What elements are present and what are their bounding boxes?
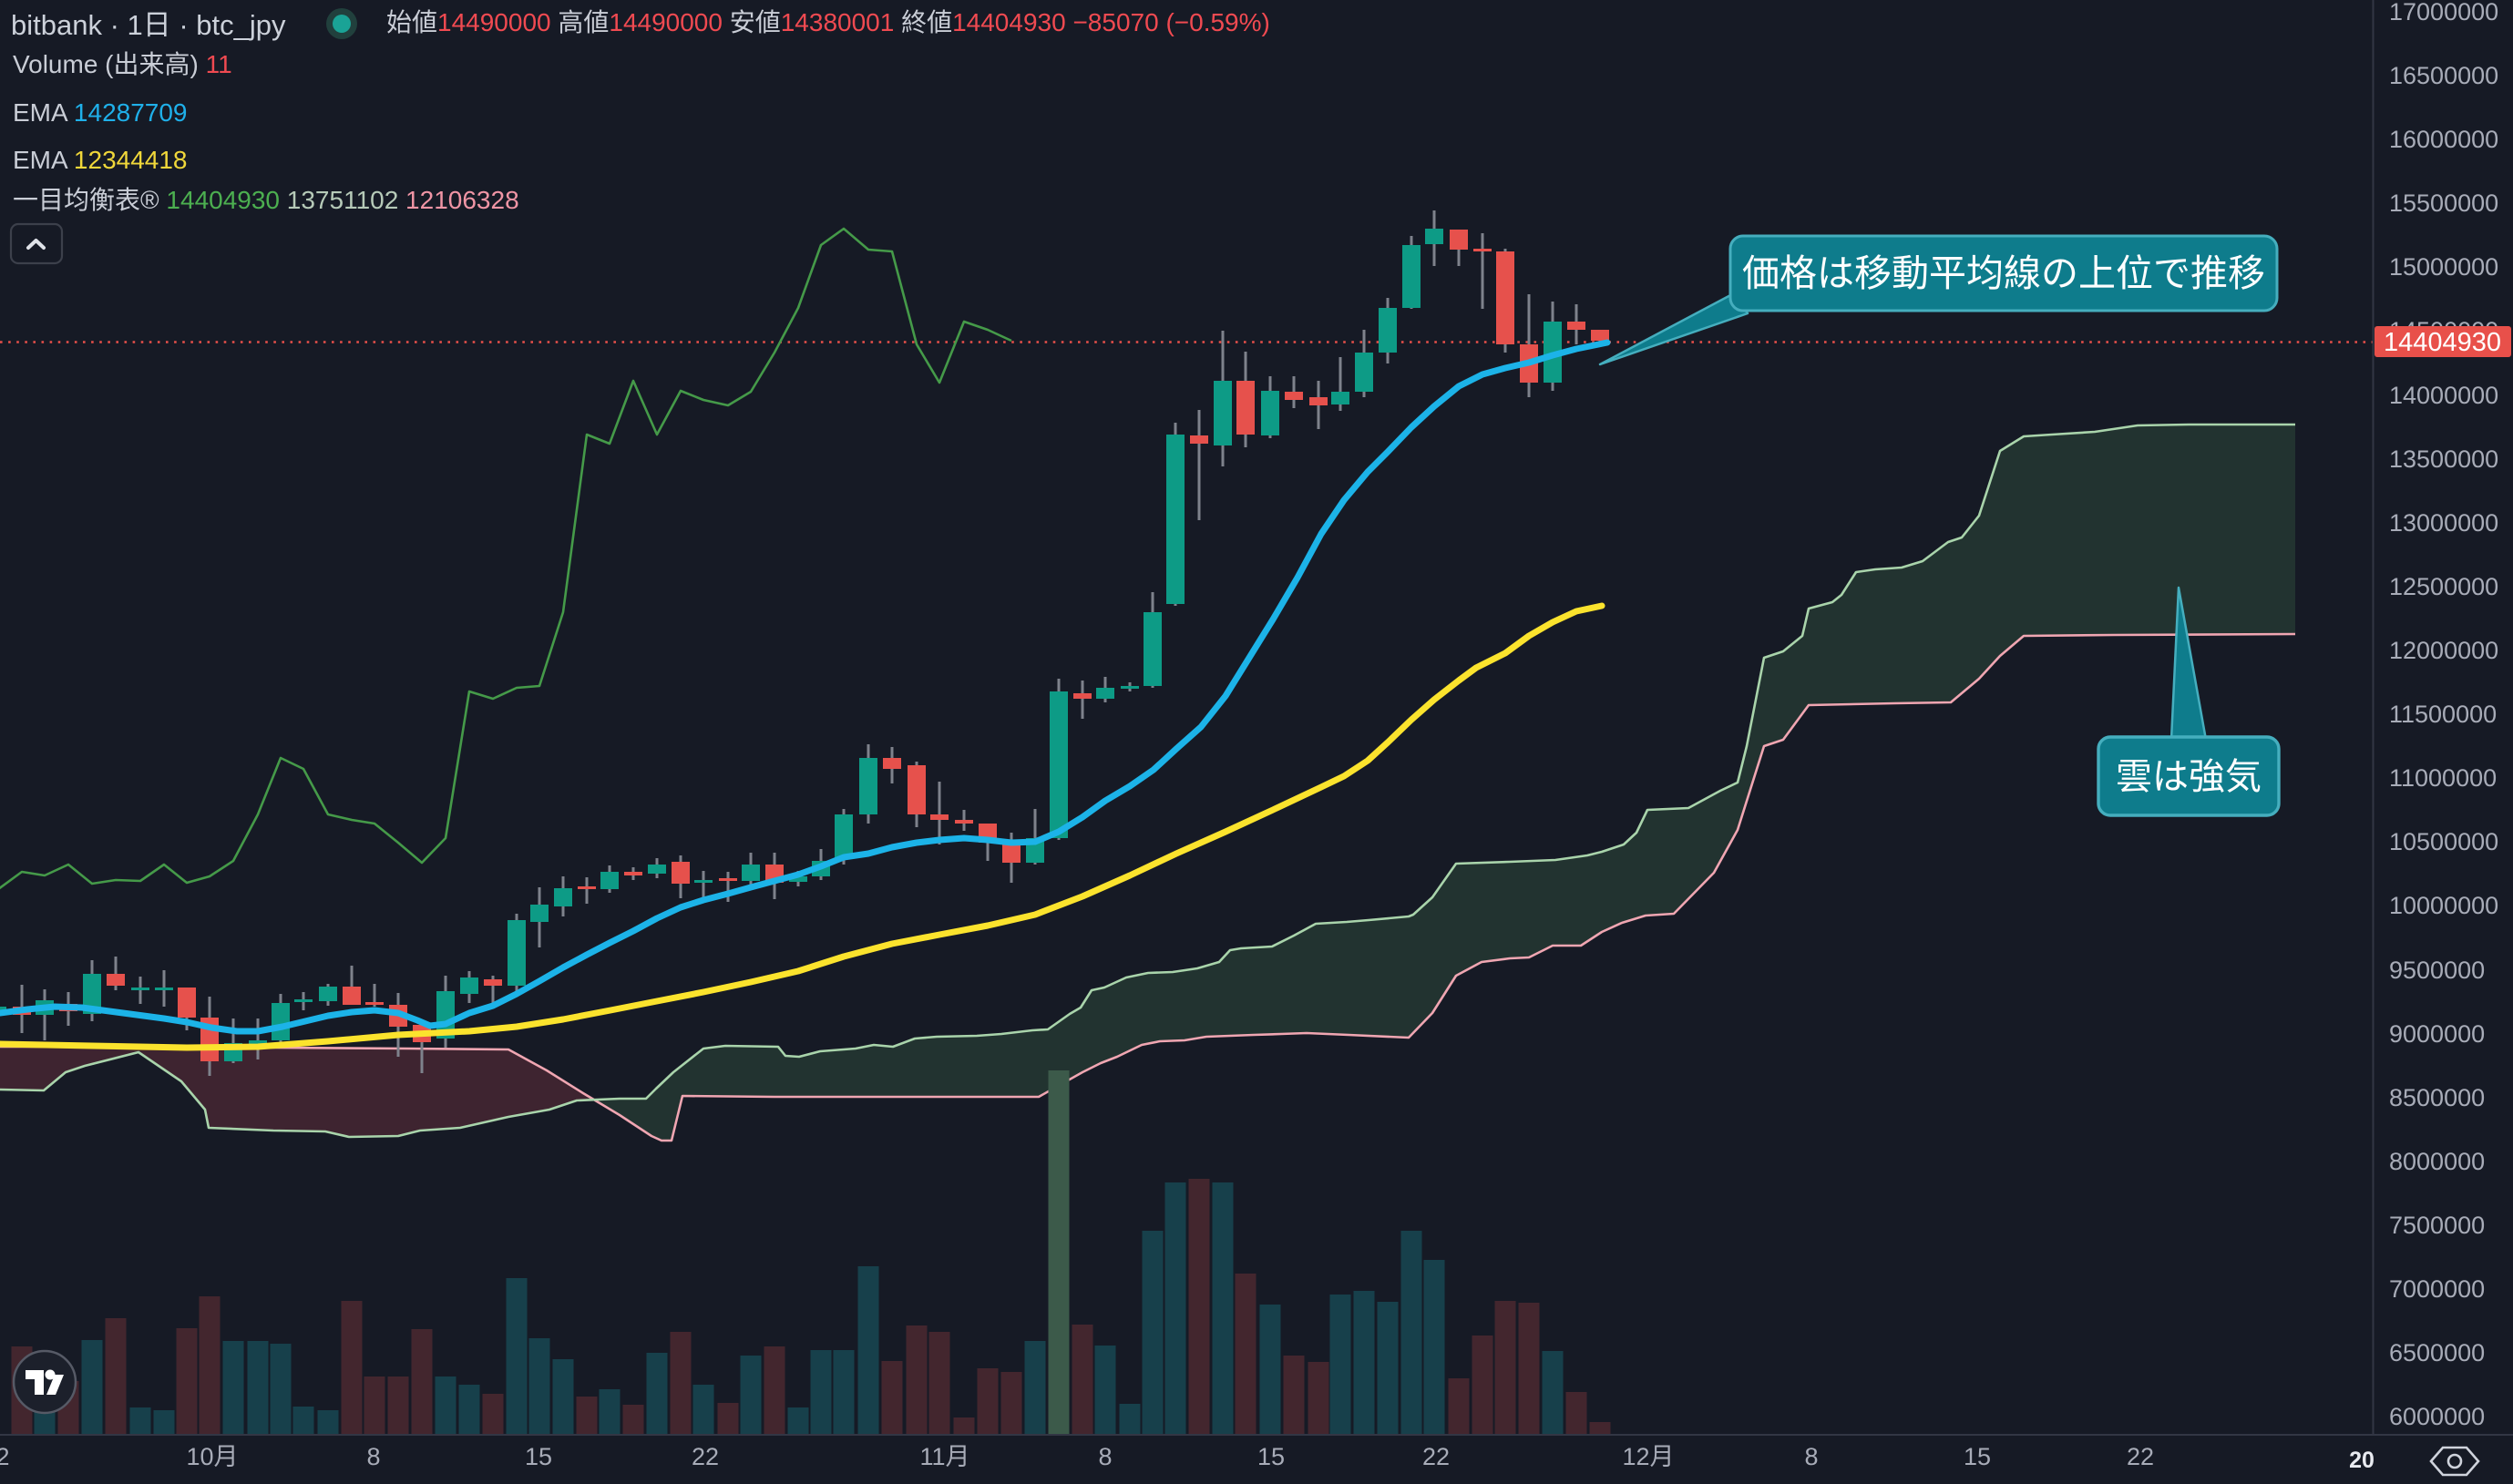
svg-text:始値14490000 高値14490000 安値143800: 始値14490000 高値14490000 安値14380001 終値14404… xyxy=(386,8,1270,36)
svg-text:15: 15 xyxy=(1257,1443,1285,1470)
svg-text:bitbank · 1日 · btc_jpy: bitbank · 1日 · btc_jpy xyxy=(11,9,286,41)
svg-text:16000000: 16000000 xyxy=(2389,126,2498,153)
svg-text:8: 8 xyxy=(1098,1443,1112,1470)
svg-text:8000000: 8000000 xyxy=(2389,1148,2485,1175)
svg-text:11500000: 11500000 xyxy=(2389,701,2497,728)
svg-text:10500000: 10500000 xyxy=(2389,828,2498,855)
svg-text:13500000: 13500000 xyxy=(2389,445,2498,473)
svg-text:17000000: 17000000 xyxy=(2389,0,2498,26)
svg-text:9000000: 9000000 xyxy=(2389,1020,2485,1048)
svg-text:8: 8 xyxy=(366,1443,380,1470)
svg-text:15: 15 xyxy=(1964,1443,1991,1470)
svg-text:9500000: 9500000 xyxy=(2389,957,2485,984)
svg-text:22: 22 xyxy=(1422,1443,1450,1470)
svg-text:13000000: 13000000 xyxy=(2389,509,2498,537)
svg-text:15000000: 15000000 xyxy=(2389,253,2498,281)
svg-text:6000000: 6000000 xyxy=(2389,1403,2485,1430)
svg-text:8500000: 8500000 xyxy=(2389,1084,2485,1111)
svg-text:12000000: 12000000 xyxy=(2389,637,2498,664)
svg-text:雲は強気: 雲は強気 xyxy=(2116,757,2262,797)
svg-text:12月: 12月 xyxy=(1622,1443,1674,1470)
svg-text:EMA 12344418: EMA 12344418 xyxy=(13,146,188,174)
svg-text:7000000: 7000000 xyxy=(2389,1275,2485,1303)
svg-text:10000000: 10000000 xyxy=(2389,892,2498,919)
svg-text:11月: 11月 xyxy=(919,1443,969,1470)
svg-text:EMA 14287709: EMA 14287709 xyxy=(13,98,188,127)
svg-text:一目均衡表® 14404930 13751102 12106: 一目均衡表® 14404930 13751102 12106328 xyxy=(13,186,519,214)
svg-text:15: 15 xyxy=(525,1443,552,1470)
svg-text:15500000: 15500000 xyxy=(2389,189,2498,217)
svg-text:10月: 10月 xyxy=(186,1443,238,1470)
svg-text:価格は移動平均線の上位で推移: 価格は移動平均線の上位で推移 xyxy=(1742,252,2265,294)
svg-text:22: 22 xyxy=(2127,1443,2154,1470)
svg-text:12500000: 12500000 xyxy=(2389,573,2498,600)
svg-text:Volume (出来高) 11: Volume (出来高) 11 xyxy=(13,50,232,78)
svg-text:22: 22 xyxy=(692,1443,719,1470)
svg-text:14404930: 14404930 xyxy=(2384,328,2501,357)
svg-text:20: 20 xyxy=(2349,1448,2375,1473)
svg-text:14000000: 14000000 xyxy=(2389,382,2498,409)
svg-text:16500000: 16500000 xyxy=(2389,62,2498,89)
svg-text:2: 2 xyxy=(0,1443,10,1470)
svg-text:6500000: 6500000 xyxy=(2389,1339,2485,1366)
svg-text:7500000: 7500000 xyxy=(2389,1212,2485,1239)
svg-text:8: 8 xyxy=(1804,1443,1818,1470)
svg-text:11000000: 11000000 xyxy=(2389,764,2497,792)
